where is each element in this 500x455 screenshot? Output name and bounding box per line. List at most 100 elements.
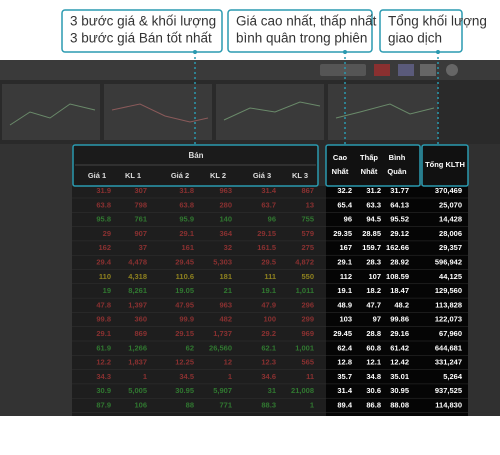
cell: 95.8 — [96, 215, 111, 224]
cell: 5,264 — [443, 372, 463, 381]
old-board-button[interactable] — [320, 64, 366, 76]
cell: 47.95 — [175, 300, 194, 309]
cell: 360 — [134, 315, 147, 324]
cell: 5,303 — [213, 257, 232, 266]
cell: 96 — [344, 215, 352, 224]
cell: 29 — [103, 229, 111, 238]
cell: 29.1 — [96, 329, 111, 338]
cell: 25,070 — [439, 200, 462, 209]
mini-line — [223, 101, 321, 121]
cell: 44,125 — [439, 272, 462, 281]
column-header: Nhất — [361, 167, 378, 176]
cell: 34.8 — [366, 372, 381, 381]
cell: 140 — [219, 215, 232, 224]
cell: 99.86 — [390, 315, 409, 324]
cell: 100 — [263, 315, 276, 324]
cell: 299 — [301, 315, 314, 324]
cell: 48.9 — [337, 300, 352, 309]
cell: 31.4 — [337, 386, 352, 395]
callout-dot — [343, 50, 347, 54]
right-edge — [468, 144, 500, 416]
cell: 30.9 — [96, 386, 111, 395]
cell: 331,247 — [435, 358, 462, 367]
mini-line — [335, 103, 435, 119]
cell: 162.66 — [386, 243, 409, 252]
cell: 34.5 — [179, 372, 194, 381]
cell: 61.42 — [390, 343, 409, 352]
cell: 63.7 — [261, 200, 276, 209]
cell: 87.9 — [96, 400, 111, 409]
callout-box — [379, 9, 463, 53]
cell: 30.6 — [366, 386, 381, 395]
cell: 771 — [219, 400, 232, 409]
flag-vn[interactable] — [374, 64, 390, 76]
mini-chart — [216, 84, 324, 140]
cell: 12 — [224, 358, 232, 367]
cell: 47.7 — [366, 300, 381, 309]
cell: 113,828 — [435, 300, 462, 309]
cell: 364 — [219, 229, 232, 238]
mini-charts — [2, 84, 438, 140]
cell: 28.85 — [362, 229, 381, 238]
cell: 97 — [373, 315, 381, 324]
cell: 62.4 — [337, 343, 352, 352]
cell: 29.15 — [175, 329, 194, 338]
flag-kr[interactable] — [420, 64, 436, 76]
cell: 47.9 — [261, 300, 276, 309]
cell: 29.4 — [96, 257, 111, 266]
mini-line — [9, 103, 96, 126]
column-header: KL 2 — [210, 171, 226, 180]
cell: 29.16 — [390, 329, 409, 338]
cell: 21,008 — [291, 386, 314, 395]
cell: 63.3 — [366, 200, 381, 209]
cell: 89.4 — [337, 400, 352, 409]
cell: 21 — [224, 286, 232, 295]
cell: 88.3 — [261, 400, 276, 409]
cell: 14,428 — [439, 215, 462, 224]
cell: 65.4 — [337, 200, 352, 209]
flag-en[interactable] — [398, 64, 414, 76]
cell: 907 — [134, 229, 147, 238]
cell: 4,872 — [295, 257, 314, 266]
cell: 1 — [310, 400, 314, 409]
callout-dot — [436, 50, 440, 54]
cell: 12.25 — [175, 358, 194, 367]
cell: 869 — [134, 329, 147, 338]
mini-chart — [104, 84, 212, 140]
cell: 29.5 — [261, 257, 276, 266]
callout-box — [227, 9, 373, 53]
cell: 1 — [228, 372, 232, 381]
cell: 31.9 — [96, 186, 111, 195]
cell: 11 — [306, 372, 314, 381]
cell: 106 — [134, 400, 147, 409]
cell: 296 — [301, 300, 314, 309]
cell: 31.77 — [390, 186, 409, 195]
cell: 35.01 — [390, 372, 409, 381]
callout-text: Giá cao nhất, thấp nhất — [236, 14, 377, 29]
cell: 275 — [301, 243, 314, 252]
cell: 161 — [181, 243, 194, 252]
cell: 103 — [339, 315, 352, 324]
column-header: Giá 3 — [253, 171, 271, 180]
cell: 88 — [186, 400, 194, 409]
column-header: Giá 2 — [171, 171, 189, 180]
cell: 122,073 — [435, 315, 462, 324]
settings-icon[interactable] — [446, 64, 458, 76]
cell: 111 — [264, 272, 276, 281]
cell: 32 — [224, 243, 232, 252]
cell: 280 — [219, 200, 232, 209]
cell: 94.5 — [366, 215, 381, 224]
cell: 937,525 — [435, 386, 462, 395]
cell: 63.8 — [96, 200, 111, 209]
cell: 28,006 — [439, 229, 462, 238]
group-header: Bán — [188, 151, 203, 160]
column-header: KL 1 — [125, 171, 141, 180]
cell: 19.05 — [175, 286, 194, 295]
cell: 30.95 — [175, 386, 194, 395]
cell: 114,830 — [435, 400, 462, 409]
cell: 755 — [301, 215, 314, 224]
cell: 19.1 — [337, 286, 352, 295]
cell: 96 — [268, 215, 276, 224]
cell: 35.7 — [337, 372, 352, 381]
cell: 29.45 — [333, 329, 352, 338]
